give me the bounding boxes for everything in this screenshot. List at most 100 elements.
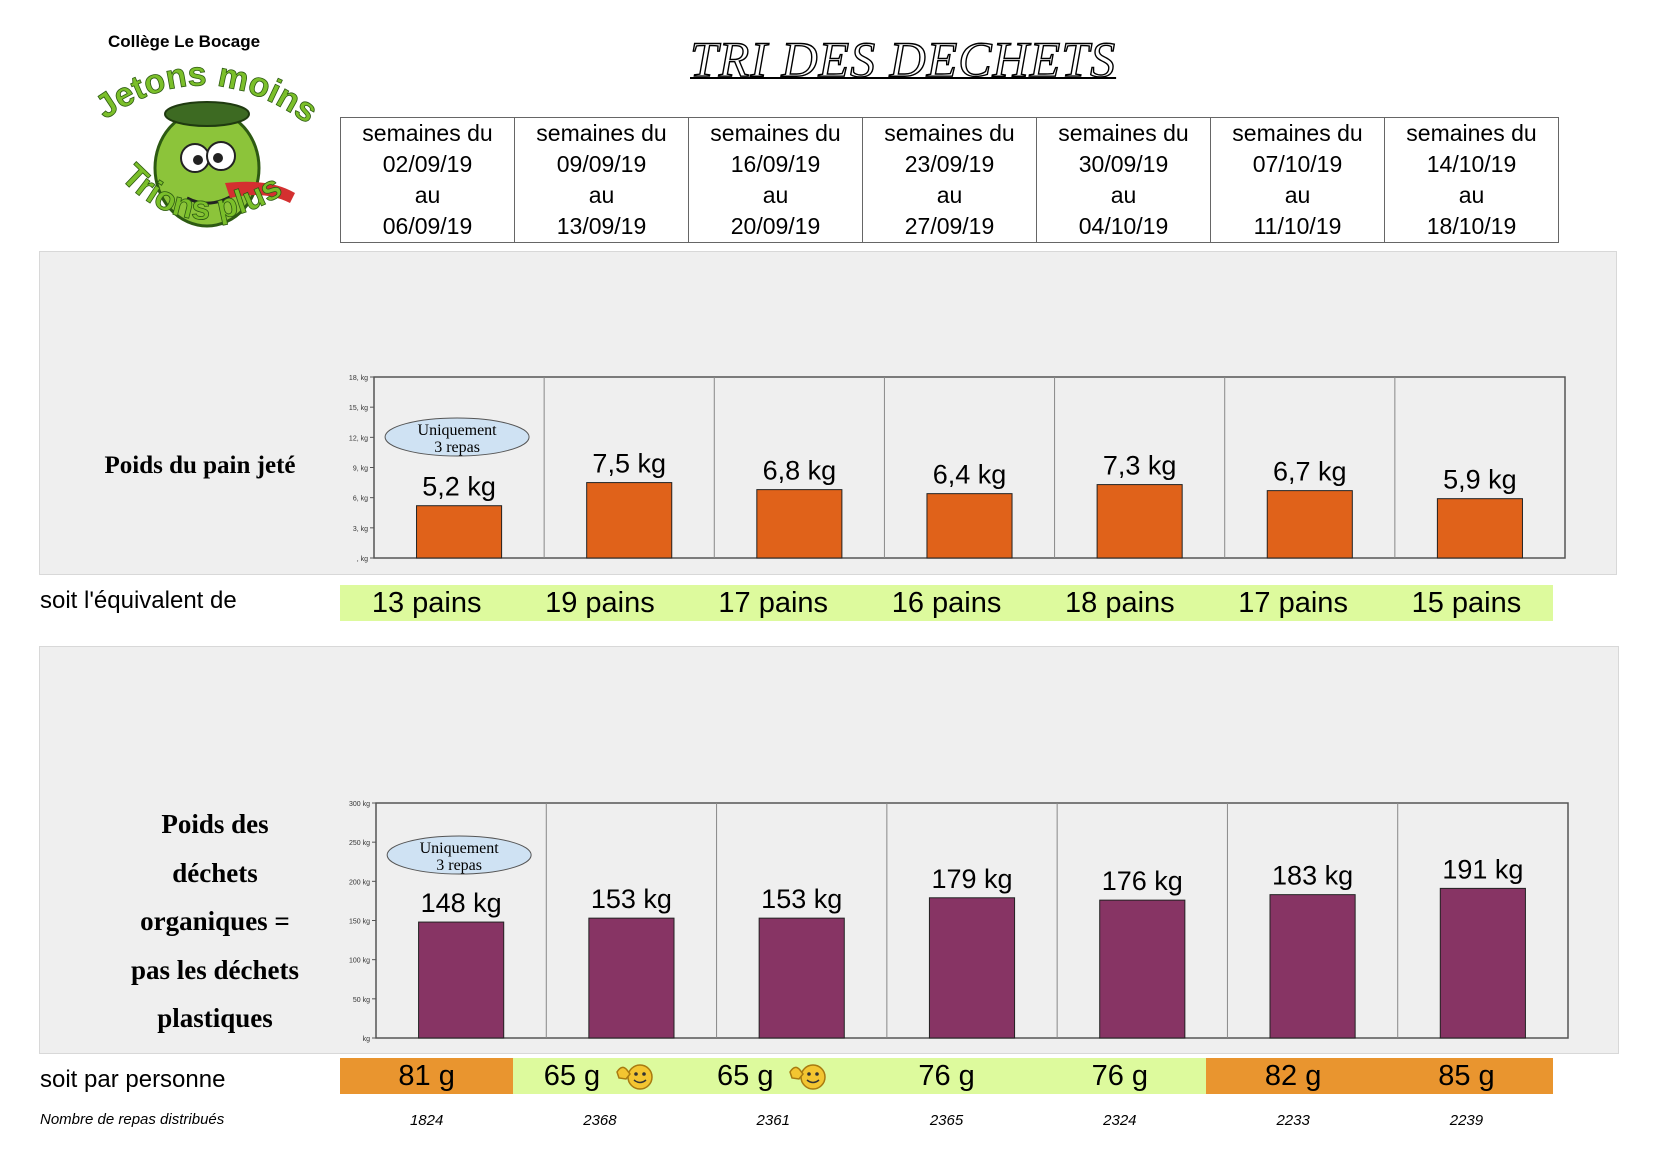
bar	[588, 917, 675, 1039]
meals-count: 1824	[409, 1111, 444, 1129]
per-person-cell: 85 g	[1379, 1058, 1554, 1094]
meals-label: Nombre de repas distribués	[40, 1111, 225, 1128]
bar-value-label: 7,3 kg	[1103, 451, 1177, 481]
week-header-cell: semaines du 16/09/19 au 20/09/19	[688, 117, 863, 243]
bar-value-label: 5,9 kg	[1443, 465, 1517, 495]
bar-value-label: 6,4 kg	[933, 460, 1007, 490]
bar	[416, 505, 503, 559]
per-person-cell: 76 g	[859, 1058, 1034, 1094]
meals-strip: 1824 2368 2361 2365 2324 2233 2239	[340, 1110, 1553, 1130]
week-header-line: au	[588, 182, 615, 208]
loaves-cell: 18 pains	[1033, 585, 1207, 621]
loaves-cell: 19 pains	[513, 585, 687, 621]
week-header-line: 02/09/19	[382, 151, 473, 177]
bar-value-label: 183 kg	[1272, 861, 1353, 891]
meals-count: 2233	[1276, 1111, 1310, 1129]
bar-value-label: 7,5 kg	[592, 449, 666, 479]
week-header-line: 18/10/19	[1426, 213, 1517, 239]
week-header-line: 11/10/19	[1253, 213, 1342, 239]
week-header-line: semaines du	[1406, 120, 1537, 146]
y-tick-label: 15, kg	[349, 405, 368, 412]
per-person-value: 65 g	[543, 1059, 601, 1092]
week-header-line: semaines du	[710, 120, 841, 146]
y-tick-label: 18, kg	[349, 375, 368, 382]
school-name: Collège Le Bocage	[108, 32, 261, 51]
bar	[1099, 899, 1186, 1039]
week-header-cell: semaines du 30/09/19 au 04/10/19	[1036, 117, 1211, 243]
bread-weight-label: Poids du pain jeté	[104, 452, 296, 479]
week-header-line: au	[1284, 182, 1311, 208]
loaves-strip: 13 pains 19 pains 17 pains 16 pains 18 pains…	[340, 585, 1554, 621]
week-header-cell: semaines du 14/10/19 au 18/10/19	[1384, 117, 1559, 243]
loaves-cell: 16 pains	[859, 585, 1034, 621]
y-tick-label: 300 kg	[349, 801, 370, 808]
week-header-line: 30/09/19	[1078, 151, 1169, 177]
week-header-line: au	[1458, 182, 1485, 208]
loaves-cell: 13 pains	[340, 585, 514, 621]
y-tick-label: 12, kg	[349, 435, 368, 442]
per-person-value: 76 g	[918, 1059, 975, 1092]
bar-value-label: 153 kg	[761, 884, 842, 914]
loaves-cell: 15 pains	[1379, 585, 1554, 621]
y-tick-label: 200 kg	[349, 879, 370, 886]
y-tick-label: 150 kg	[349, 919, 370, 926]
organic-label-line: déchets	[172, 857, 258, 888]
meals-count: 2361	[756, 1111, 790, 1129]
annotation-line: Uniquement	[420, 840, 500, 857]
per-person-value: 81 g	[398, 1059, 455, 1092]
bar-value-label: 6,7 kg	[1273, 457, 1347, 487]
bar	[586, 482, 673, 559]
y-tick-label: 100 kg	[349, 958, 370, 965]
per-person-cell: 65 g	[513, 1058, 687, 1094]
bar-value-label: 179 kg	[931, 864, 1012, 894]
week-header-line: 09/09/19	[556, 151, 647, 177]
logo: Jetons moins Trions plus	[95, 58, 325, 228]
week-header-line: 07/10/19	[1252, 151, 1343, 177]
per-person-cell: 76 g	[1033, 1058, 1207, 1094]
weeks-table: semaines du 02/09/19 au 06/09/19 semaines du…	[340, 117, 1559, 243]
y-tick-label: 50 kg	[353, 997, 370, 1004]
bar	[928, 897, 1016, 1039]
bar	[758, 917, 845, 1039]
bar-value-label: 6,8 kg	[763, 456, 837, 486]
week-header-line: 16/09/19	[730, 151, 821, 177]
equivalent-label: soit l'équivalent de	[40, 587, 237, 614]
week-header-line: 06/09/19	[382, 213, 473, 239]
week-header-line: semaines du	[884, 120, 1015, 146]
bar	[418, 921, 505, 1039]
bar-value-label: 5,2 kg	[422, 472, 496, 502]
loaves-cell: 17 pains	[1206, 585, 1380, 621]
per-person-label: soit par personne	[40, 1066, 226, 1093]
bar-value-label: 191 kg	[1442, 854, 1523, 884]
per-person-value: 85 g	[1438, 1059, 1495, 1092]
week-header-line: 14/10/19	[1426, 151, 1517, 177]
week-header-line: au	[1110, 182, 1137, 208]
bar	[1439, 887, 1526, 1039]
bar	[1269, 894, 1356, 1039]
bar	[1266, 490, 1353, 559]
organic-label-line: organiques =	[140, 906, 290, 936]
week-header-line: semaines du	[362, 120, 493, 146]
meals-count: 2324	[1103, 1111, 1137, 1129]
per-person-value: 82 g	[1264, 1059, 1322, 1092]
week-header-line: 20/09/19	[730, 213, 821, 239]
annotation-line: 3 repas	[434, 439, 480, 456]
loaves-cell: 17 pains	[686, 585, 860, 621]
y-tick-label: 9, kg	[353, 466, 368, 473]
y-tick-label: 3, kg	[353, 526, 368, 533]
page-title: TRI DES DECHETS	[689, 30, 1117, 87]
y-tick-label: kg	[363, 1036, 371, 1043]
y-tick-label: , kg	[357, 556, 368, 563]
meals-count: 2365	[929, 1111, 964, 1129]
week-header-line: au	[936, 182, 963, 208]
per-person-cell: 65 g	[686, 1058, 860, 1094]
week-header-cell: semaines du 07/10/19 au 11/10/19	[1210, 117, 1385, 243]
bar-value-label: 148 kg	[421, 888, 502, 918]
bar	[1096, 484, 1183, 559]
week-header-line: au	[414, 182, 441, 208]
week-header-line: 13/09/19	[556, 213, 647, 239]
per-person-strip: 81 g 65 g 65 g 76 g 76 g 82 g 85 g	[340, 1058, 1554, 1094]
week-header-line: semaines du	[1232, 120, 1363, 146]
